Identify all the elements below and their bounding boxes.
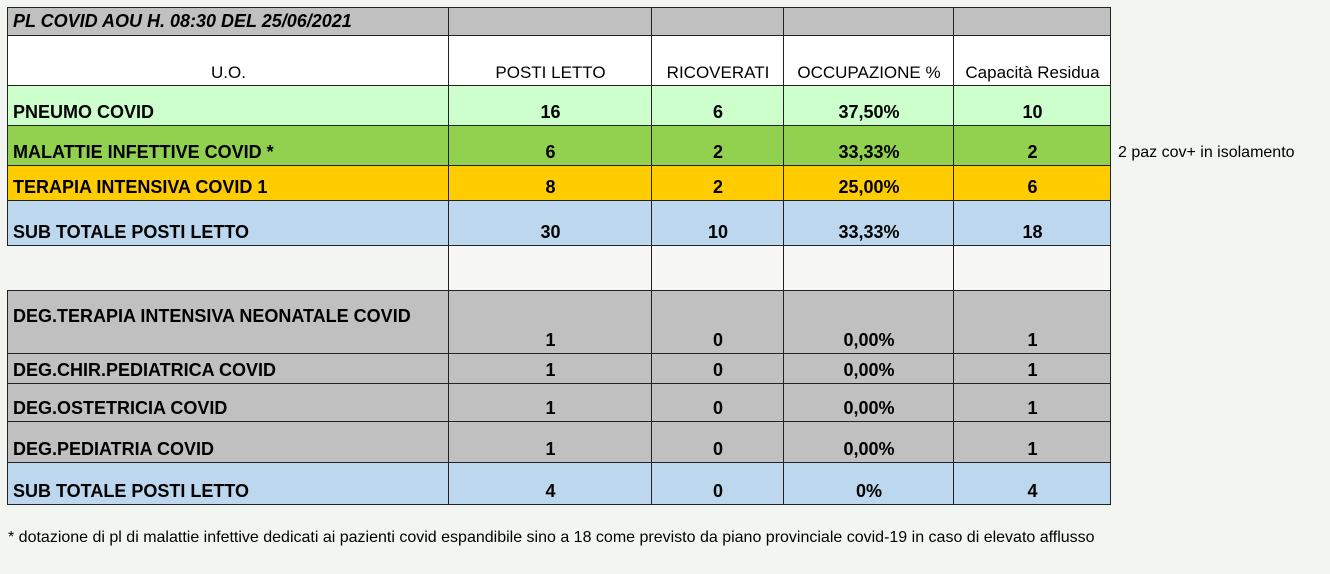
header-occupazione: OCCUPAZIONE % [783, 35, 954, 86]
cell-ricoverati: 0 [651, 462, 784, 505]
header-posti-letto: POSTI LETTO [448, 35, 652, 86]
empty-cell [7, 245, 449, 291]
cell-posti-letto: 1 [448, 383, 652, 422]
cell-capacita: 4 [953, 462, 1111, 505]
header-uo: U.O. [7, 35, 449, 86]
cell-uo: DEG.CHIR.PEDIATRICA COVID [7, 353, 449, 384]
empty-cell [953, 245, 1111, 291]
cell-capacita: 18 [953, 200, 1111, 246]
row-note: 2 paz cov+ in isolamento [1118, 144, 1295, 161]
cell-occupazione: 0,00% [783, 290, 954, 354]
empty-cell [651, 245, 784, 291]
cell-uo: DEG.OSTETRICIA COVID [7, 383, 449, 422]
cell-posti-letto: 6 [448, 125, 652, 166]
cell-occupazione: 25,00% [783, 165, 954, 201]
cell-uo: TERAPIA INTENSIVA COVID 1 [7, 165, 449, 201]
cell-posti-letto: 30 [448, 200, 652, 246]
cell-posti-letto: 1 [448, 421, 652, 463]
cell-capacita: 10 [953, 85, 1111, 126]
cell-capacita: 1 [953, 290, 1111, 354]
cell-occupazione: 0,00% [783, 421, 954, 463]
cell-posti-letto: 1 [448, 290, 652, 354]
cell-posti-letto: 1 [448, 353, 652, 384]
cell-uo: SUB TOTALE POSTI LETTO [7, 200, 449, 246]
cell-occupazione: 0,00% [783, 383, 954, 422]
cell-uo: DEG.PEDIATRIA COVID [7, 421, 449, 463]
title-row-empty-cell [953, 7, 1111, 36]
cell-ricoverati: 0 [651, 290, 784, 354]
header-capacita-residua: Capacità Residua [953, 35, 1111, 86]
cell-uo: SUB TOTALE POSTI LETTO [7, 462, 449, 505]
title-row-empty-cell [651, 7, 784, 36]
cell-ricoverati: 0 [651, 383, 784, 422]
footnote: * dotazione di pl di malattie infettive … [8, 529, 1095, 546]
cell-ricoverati: 2 [651, 165, 784, 201]
table-title: PL COVID AOU H. 08:30 DEL 25/06/2021 [7, 7, 449, 36]
cell-ricoverati: 10 [651, 200, 784, 246]
cell-ricoverati: 0 [651, 421, 784, 463]
cell-capacita: 1 [953, 383, 1111, 422]
header-ricoverati: RICOVERATI [651, 35, 784, 86]
cell-occupazione: 0,00% [783, 353, 954, 384]
cell-capacita: 1 [953, 353, 1111, 384]
empty-cell [783, 245, 954, 291]
cell-ricoverati: 2 [651, 125, 784, 166]
empty-cell [448, 245, 652, 291]
cell-capacita: 2 [953, 125, 1111, 166]
cell-ricoverati: 6 [651, 85, 784, 126]
cell-occupazione: 33,33% [783, 200, 954, 246]
cell-ricoverati: 0 [651, 353, 784, 384]
cell-capacita: 6 [953, 165, 1111, 201]
cell-uo: MALATTIE INFETTIVE COVID * [7, 125, 449, 166]
cell-posti-letto: 16 [448, 85, 652, 126]
cell-uo: DEG.TERAPIA INTENSIVA NEONATALE COVID [7, 290, 449, 354]
title-row-empty-cell [783, 7, 954, 36]
cell-posti-letto: 4 [448, 462, 652, 505]
cell-posti-letto: 8 [448, 165, 652, 201]
cell-uo: PNEUMO COVID [7, 85, 449, 126]
cell-capacita: 1 [953, 421, 1111, 463]
cell-occupazione: 33,33% [783, 125, 954, 166]
cell-occupazione: 0% [783, 462, 954, 505]
cell-occupazione: 37,50% [783, 85, 954, 126]
title-row-empty-cell [448, 7, 652, 36]
